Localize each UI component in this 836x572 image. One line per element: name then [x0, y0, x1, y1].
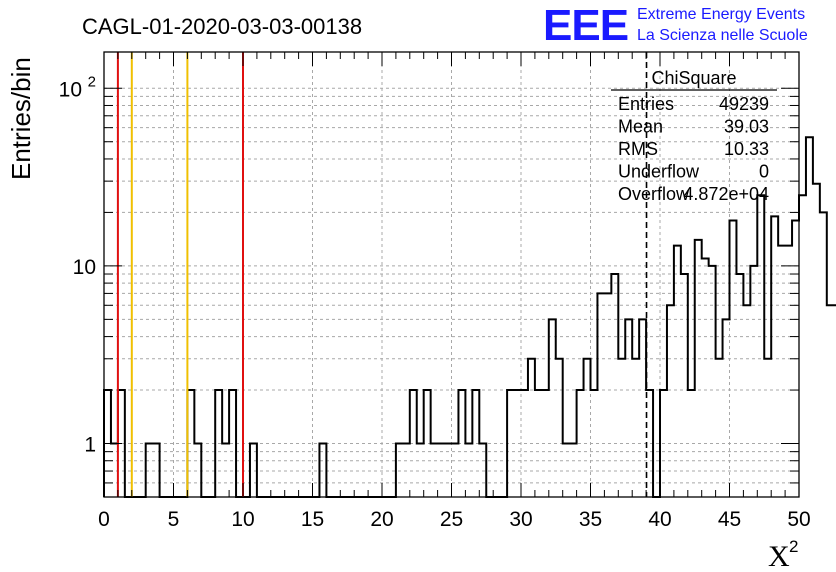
eee-logo: EEE Extreme Energy Events La Scienza nel…	[543, 1, 808, 50]
histogram-outline	[103, 136, 836, 498]
x-tick-label: 0	[98, 508, 110, 531]
stats-row-label: RMS	[618, 139, 658, 159]
stats-row-value: 4.872e+04	[683, 184, 769, 204]
y-tick-label: 10	[73, 256, 96, 279]
y-axis-ticks: 1 10 10 2	[59, 73, 799, 484]
y-tick-label: 1	[84, 434, 96, 457]
stats-box: ChiSquare Entries 49239 Mean 39.03 RMS 10.33 U…	[611, 68, 777, 204]
x-tick-label: 5	[168, 508, 180, 531]
x-tick-label: 15	[301, 508, 324, 531]
x-tick-label: 35	[579, 508, 602, 531]
stats-row-label: Entries	[618, 94, 674, 114]
x-tick-label: 25	[440, 508, 463, 531]
stats-row-value: 0	[759, 162, 769, 182]
logo-line2: La Scienza nelle Scuole	[637, 27, 808, 44]
y-axis-label: Entries/bin	[6, 57, 36, 180]
stats-rows: Entries 49239 Mean 39.03 RMS 10.33 Underflow 0 O…	[618, 94, 769, 204]
chart-title: CAGL-01-2020-03-03-00138	[82, 14, 362, 39]
stats-title: ChiSquare	[651, 68, 736, 88]
logo-line1: Extreme Energy Events	[637, 6, 805, 23]
x-tick-label: 10	[231, 508, 254, 531]
stats-row-value: 49239	[719, 94, 769, 114]
x-tick-label: 30	[509, 508, 532, 531]
x-axis-ticks: 0 5 10 15 20 25 30 35 40 45 50	[98, 52, 811, 531]
x-axis-label-base: X	[768, 540, 790, 572]
stats-row-label: Underflow	[618, 162, 700, 182]
stats-row-label: Overflow	[618, 184, 690, 204]
x-tick-label: 20	[370, 508, 393, 531]
y-tick-exponent: 2	[88, 73, 96, 90]
x-axis-label: X 2	[768, 537, 798, 572]
histogram-bars	[103, 136, 836, 498]
stats-row-label: Mean	[618, 117, 663, 137]
x-tick-label: 50	[787, 508, 810, 531]
y-tick-label: 10	[59, 78, 82, 101]
grid	[104, 52, 799, 497]
logo-abbrev: EEE	[543, 1, 628, 50]
reference-lines	[116, 52, 648, 497]
stats-row-value: 10.33	[724, 139, 769, 159]
x-tick-label: 40	[648, 508, 671, 531]
x-tick-label: 45	[718, 508, 741, 531]
x-axis-label-superscript: 2	[789, 537, 798, 556]
stats-row-value: 39.03	[724, 117, 769, 137]
